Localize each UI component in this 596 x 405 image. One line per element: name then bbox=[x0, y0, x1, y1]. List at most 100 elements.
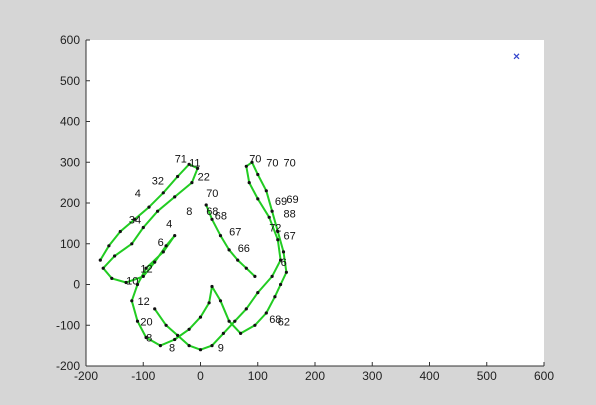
point-number-label: 12 bbox=[140, 263, 152, 275]
data-point bbox=[141, 274, 145, 278]
point-number-label: 70 bbox=[249, 153, 261, 165]
point-number-label: 69 bbox=[275, 196, 287, 208]
point-number-label: 22 bbox=[198, 172, 210, 184]
data-point bbox=[273, 295, 277, 299]
point-number-label: 9 bbox=[218, 343, 224, 355]
point-number-label: 8 bbox=[186, 206, 192, 218]
point-number-label: 4 bbox=[135, 188, 141, 200]
data-point bbox=[98, 258, 102, 262]
y-tick-label: -200 bbox=[56, 359, 80, 373]
data-point bbox=[133, 217, 137, 221]
point-number-label: 67 bbox=[229, 227, 241, 239]
data-point bbox=[161, 250, 165, 254]
data-point bbox=[233, 319, 237, 323]
data-point bbox=[107, 244, 111, 248]
data-point bbox=[276, 238, 280, 242]
data-point bbox=[147, 205, 151, 209]
x-tick-label: 400 bbox=[419, 369, 439, 383]
data-point bbox=[204, 203, 208, 207]
data-point bbox=[153, 260, 157, 264]
data-point bbox=[124, 280, 128, 285]
point-number-label: 32 bbox=[152, 176, 164, 188]
data-point bbox=[227, 248, 231, 252]
point-number-label: 70 bbox=[266, 157, 278, 169]
data-point bbox=[284, 270, 288, 274]
data-point bbox=[270, 209, 274, 213]
data-point bbox=[187, 344, 191, 348]
point-number-label: 10 bbox=[126, 276, 138, 288]
y-tick-label: 300 bbox=[60, 155, 80, 169]
point-number-label: 20 bbox=[140, 316, 152, 328]
x-marker bbox=[513, 53, 520, 60]
y-tick-label: 200 bbox=[60, 196, 80, 210]
data-point bbox=[176, 174, 180, 179]
point-number-label: 8 bbox=[169, 343, 175, 355]
data-point bbox=[198, 315, 203, 319]
point-number-label: 70 bbox=[284, 157, 296, 169]
data-point bbox=[236, 258, 240, 262]
point-number-label: 62 bbox=[278, 316, 290, 328]
x-tick-label: -200 bbox=[74, 369, 98, 383]
data-point bbox=[256, 197, 260, 201]
axes-background bbox=[86, 40, 544, 366]
data-point bbox=[281, 250, 286, 254]
point-number-label: 68 bbox=[269, 314, 281, 326]
point-number-label: 8 bbox=[146, 333, 152, 345]
point-number-label: 67 bbox=[284, 231, 296, 243]
data-point bbox=[253, 274, 257, 278]
data-point bbox=[264, 189, 268, 193]
data-point bbox=[253, 323, 257, 327]
data-point bbox=[264, 311, 268, 315]
data-point bbox=[270, 274, 274, 278]
point-number-label: 34 bbox=[129, 214, 141, 226]
y-tick-label: 500 bbox=[60, 74, 80, 88]
y-tick-label: -100 bbox=[56, 318, 80, 332]
data-point bbox=[218, 299, 223, 303]
data-point bbox=[173, 337, 177, 342]
data-point bbox=[173, 195, 177, 199]
data-point bbox=[118, 229, 122, 234]
point-number-label: 70 bbox=[206, 188, 218, 200]
data-point bbox=[210, 344, 214, 348]
data-point bbox=[110, 276, 114, 280]
point-number-label: 12 bbox=[138, 296, 150, 308]
data-point bbox=[244, 307, 248, 311]
data-point bbox=[218, 234, 223, 238]
data-point bbox=[144, 335, 148, 340]
data-point bbox=[276, 229, 280, 234]
data-point bbox=[161, 191, 165, 195]
data-point bbox=[173, 234, 177, 238]
x-tick-label: 300 bbox=[362, 369, 382, 383]
data-point bbox=[190, 181, 194, 185]
axes: -200 -100 0 100 200 300 400 500 600 -200 -100 0 100 2… bbox=[56, 33, 554, 383]
data-point bbox=[158, 344, 162, 348]
data-point bbox=[141, 225, 145, 230]
point-number-label: 72 bbox=[269, 223, 281, 235]
data-point bbox=[239, 331, 243, 335]
data-point bbox=[156, 209, 160, 213]
data-point bbox=[135, 282, 140, 287]
data-point bbox=[210, 284, 214, 289]
data-point bbox=[187, 327, 191, 331]
data-point bbox=[176, 333, 180, 337]
point-number-label: 66 bbox=[238, 243, 250, 255]
x-tick-label: 0 bbox=[197, 369, 204, 383]
x-tick-label: 100 bbox=[248, 369, 268, 383]
data-point bbox=[244, 164, 248, 168]
data-point bbox=[113, 254, 117, 258]
point-number-label: 88 bbox=[284, 208, 296, 220]
data-point bbox=[135, 319, 140, 323]
data-point bbox=[153, 307, 157, 311]
data-point bbox=[144, 266, 148, 270]
point-number-label: 6 bbox=[158, 237, 164, 249]
data-point bbox=[279, 258, 283, 262]
data-point bbox=[101, 266, 105, 270]
data-point bbox=[267, 215, 271, 219]
data-point bbox=[279, 282, 283, 287]
data-point bbox=[227, 319, 231, 323]
point-number-label: 4 bbox=[166, 219, 172, 231]
point-number-label: 11 bbox=[189, 157, 200, 169]
data-point bbox=[207, 301, 211, 305]
